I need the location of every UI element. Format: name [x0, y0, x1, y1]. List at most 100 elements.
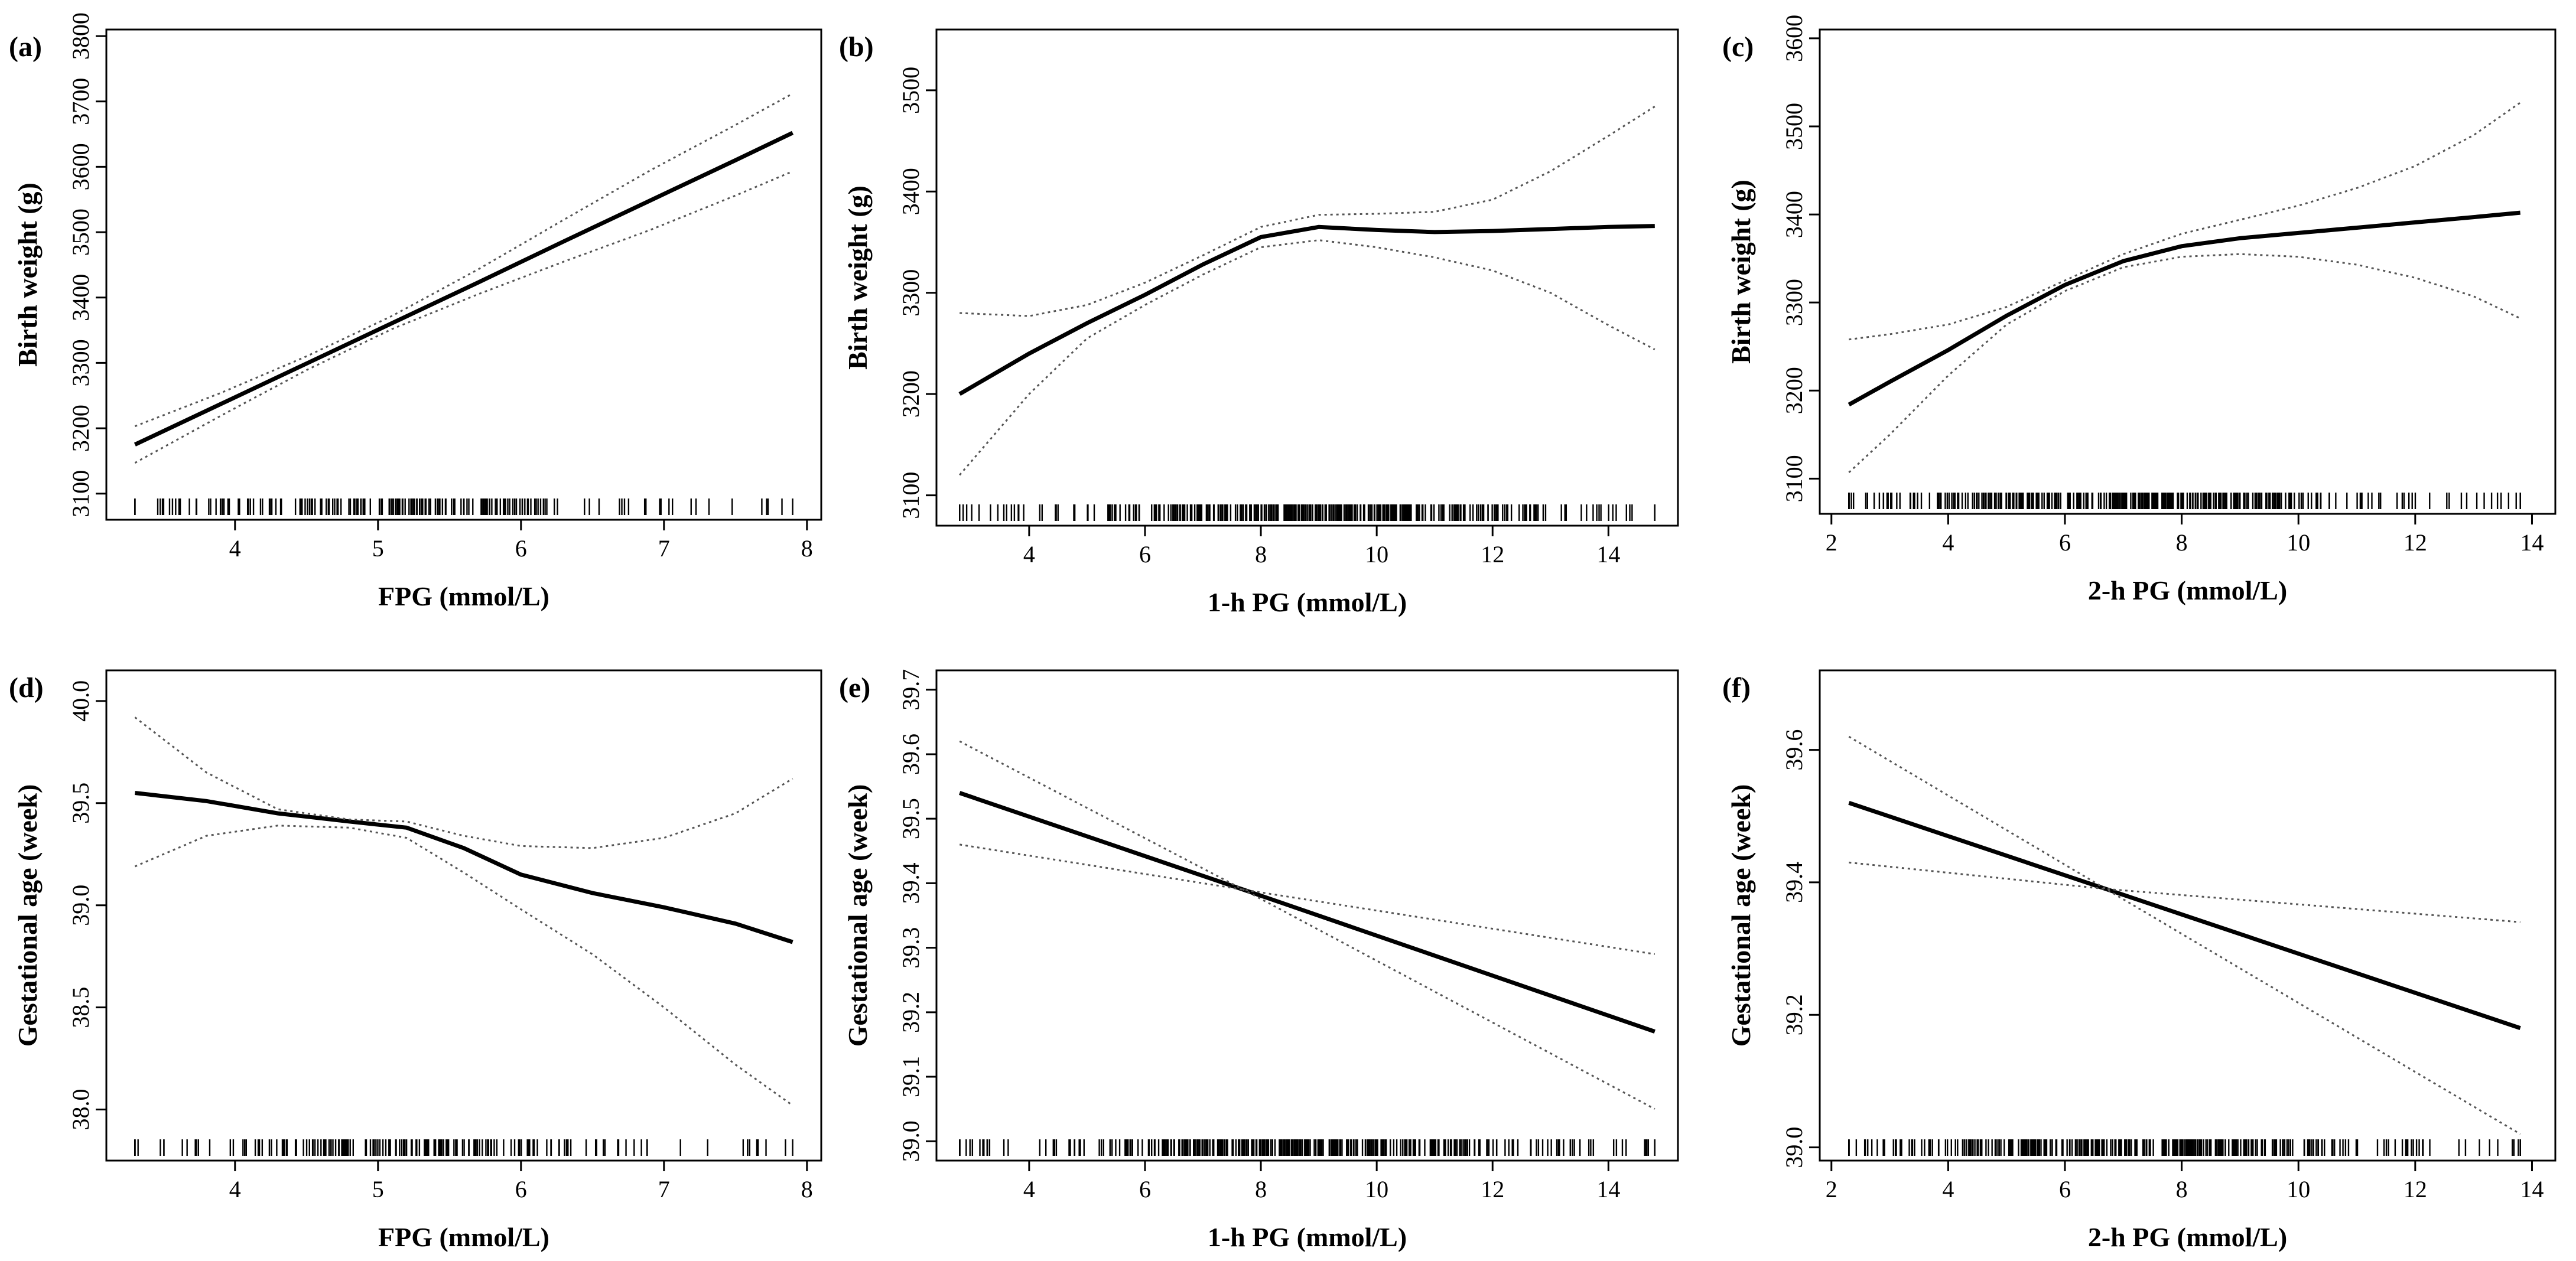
y-axis-title: Gestational age (week): [843, 784, 873, 1047]
y-tick-label: 39.4: [897, 862, 924, 904]
x-tick-label: 4: [229, 1176, 241, 1203]
fit-line: [1848, 800, 2521, 1031]
x-tick-label: 6: [2059, 529, 2071, 556]
x-tick-label: 4: [1942, 1176, 1954, 1203]
x-tick-label: 8: [801, 1176, 813, 1203]
y-tick-label: 40.0: [67, 680, 94, 722]
x-tick-label: 8: [2176, 529, 2188, 556]
plot-frame: [105, 669, 822, 1162]
y-axis-title: Birth weight (g): [1726, 180, 1756, 364]
rug: [1848, 493, 2521, 509]
rug: [959, 1139, 1655, 1156]
x-tick-label: 14: [2520, 1176, 2544, 1203]
plot-frame: [935, 28, 1679, 527]
y-tick-label: 3400: [67, 274, 94, 321]
ci-upper-line: [134, 93, 793, 428]
y-tick-label: 3400: [897, 168, 924, 215]
x-tick-label: 8: [1255, 1176, 1267, 1203]
ci-lower-line: [134, 825, 793, 1106]
ci-lower-line: [959, 239, 1655, 476]
plot-frame: [1819, 28, 2557, 515]
y-tick-label: 39.0: [897, 1120, 924, 1162]
y-axis-title: Gestational age (week): [12, 784, 43, 1047]
x-tick-label: 6: [1139, 1176, 1151, 1203]
panel-label: (d): [9, 672, 44, 703]
x-axis-title: FPG (mmol/L): [378, 581, 549, 611]
y-axis-title: Gestational age (week): [1726, 784, 1756, 1047]
y-tick-label: 39.6: [1781, 729, 1807, 771]
y-tick-label: 3500: [1781, 103, 1807, 150]
panel-f: (f) 2 4 6 8 10 12 14 39.0 39.2 39.4 39.6 2-h PG (mmo…: [1722, 669, 2557, 1252]
fit-line: [959, 791, 1655, 1034]
x-tick-label: 12: [1481, 1176, 1504, 1203]
x-tick-label: 4: [1942, 529, 1954, 556]
rug: [134, 498, 793, 515]
x-tick-label: 6: [515, 535, 527, 562]
panel-label: (a): [9, 31, 42, 63]
plot-frame: [935, 669, 1679, 1162]
plot-frame: [1819, 669, 2557, 1162]
panel-label: (b): [839, 31, 874, 63]
y-tick-label: 39.6: [897, 734, 924, 775]
y-tick-label: 3200: [1781, 367, 1807, 414]
ci-lower-line: [959, 740, 1655, 1110]
fit-line: [1848, 210, 2521, 407]
x-tick-label: 5: [372, 1176, 384, 1203]
ci-upper-line: [959, 843, 1655, 955]
x-tick-label: 4: [1023, 541, 1035, 568]
y-axis-title: Birth weight (g): [12, 183, 43, 367]
x-axis-title: 1-h PG (mmol/L): [1208, 1222, 1407, 1252]
ci-lower-line: [1848, 735, 2521, 1135]
x-tick-label: 2: [1826, 1176, 1837, 1203]
y-tick-label: 3100: [897, 472, 924, 519]
y-tick-label: 3800: [67, 12, 94, 60]
x-axis-title: FPG (mmol/L): [378, 1222, 549, 1252]
x-tick-label: 10: [2286, 1176, 2310, 1203]
ci-lower-line: [134, 170, 793, 464]
y-tick-label: 3700: [67, 78, 94, 125]
y-tick-label: 3400: [1781, 191, 1807, 238]
y-tick-label: 3200: [67, 405, 94, 452]
y-tick-label: 3600: [1781, 15, 1807, 62]
y-tick-label: 3600: [67, 143, 94, 190]
panel-b: (b) 4 6 8 10 12 14 3100 3200 3300 3400 3500 1-h PG (…: [839, 28, 1679, 617]
panel-label: (f): [1722, 672, 1751, 703]
y-tick-label: 39.7: [897, 669, 924, 711]
y-tick-label: 39.2: [897, 992, 924, 1033]
plot-frame: [105, 28, 822, 521]
y-tick-label: 38.0: [67, 1089, 94, 1130]
x-tick-label: 14: [1596, 541, 1620, 568]
x-tick-label: 6: [1139, 541, 1151, 568]
panel-e: (e) 4 6 8 10 12 14 39.0 39.1 39.2 39.3 39.4 39.5 39.6…: [839, 669, 1679, 1252]
x-tick-label: 14: [2520, 529, 2544, 556]
x-tick-label: 12: [1481, 541, 1504, 568]
x-axis-title: 2-h PG (mmol/L): [2088, 1222, 2287, 1252]
ci-upper-line: [134, 716, 793, 849]
panel-label: (e): [839, 672, 870, 703]
y-tick-label: 39.3: [897, 927, 924, 969]
x-tick-label: 7: [658, 535, 670, 562]
panel-c: (c) 2 4 6 8 10 12 14 3100 3200 3300 3400 3500 3600 2-h…: [1722, 15, 2557, 605]
panel-label: (c): [1722, 31, 1754, 63]
x-tick-label: 10: [2286, 529, 2310, 556]
x-tick-label: 4: [229, 535, 241, 562]
y-tick-label: 3100: [67, 470, 94, 517]
x-tick-label: 7: [658, 1176, 670, 1203]
y-axis-title: Birth weight (g): [843, 185, 873, 370]
y-tick-label: 39.0: [1781, 1127, 1807, 1168]
x-tick-label: 12: [2403, 1176, 2427, 1203]
rug: [134, 1139, 793, 1156]
y-tick-label: 3500: [67, 208, 94, 256]
x-tick-label: 8: [1255, 541, 1267, 568]
y-tick-label: 39.1: [897, 1056, 924, 1097]
x-axis-title: 2-h PG (mmol/L): [2088, 575, 2287, 605]
panel-d: (d) 4 5 6 7 8 38.0 38.5 39.0 39.5 40.0 FPG (mmol/L)…: [9, 669, 822, 1252]
y-tick-label: 3300: [1781, 279, 1807, 326]
y-tick-label: 3200: [897, 370, 924, 418]
panel-a: (a) 4 5 6 7 8 3100 3200 3300 3400 3500 3600 3700 3800…: [9, 12, 822, 611]
rug: [1848, 1139, 2521, 1156]
y-tick-label: 3100: [1781, 455, 1807, 502]
x-axis-title: 1-h PG (mmol/L): [1208, 587, 1407, 617]
y-tick-label: 39.2: [1781, 994, 1807, 1035]
x-tick-label: 5: [372, 535, 384, 562]
